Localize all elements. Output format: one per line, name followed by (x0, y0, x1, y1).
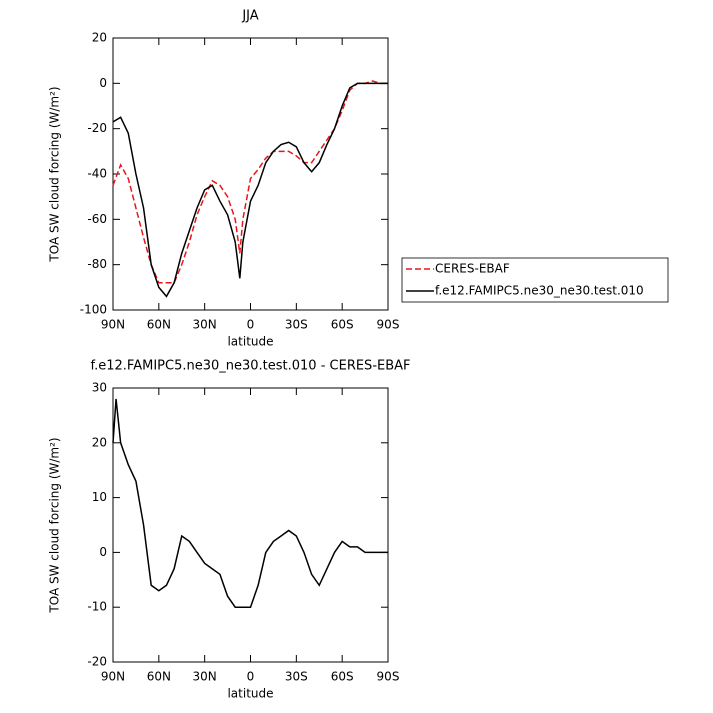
x-axis-label: latitude (227, 335, 273, 349)
y-tick-label: -100 (80, 303, 107, 317)
legend-label: CERES-EBAF (435, 262, 510, 276)
y-tick-label: -10 (87, 600, 107, 614)
y-axis-label: TOA SW cloud forcing (W/m²) (48, 86, 62, 262)
y-tick-label: 20 (92, 435, 107, 449)
x-tick-label: 30N (193, 670, 217, 684)
data-line (112, 80, 388, 284)
x-tick-label: 0 (247, 670, 255, 684)
x-tick-label: 90N (101, 670, 125, 684)
y-tick-label: 0 (99, 76, 107, 90)
y-tick-label: 20 (92, 31, 107, 45)
x-tick-label: 60N (147, 318, 171, 332)
y-tick-label: -20 (87, 655, 107, 669)
x-tick-label: 90N (101, 318, 125, 332)
y-tick-label: 10 (92, 490, 107, 504)
x-tick-label: 90S (377, 318, 400, 332)
y-tick-label: 30 (92, 381, 107, 395)
y-tick-label: -20 (87, 121, 107, 135)
y-tick-label: -40 (87, 167, 107, 181)
x-tick-label: 30S (285, 318, 308, 332)
x-tick-label: 30S (285, 670, 308, 684)
chart-title: f.e12.FAMIPC5.ne30_ne30.test.010 - CERES… (90, 359, 410, 374)
y-axis-label: TOA SW cloud forcing (W/m²) (48, 437, 62, 613)
x-tick-label: 60S (331, 318, 354, 332)
plot-frame (112, 37, 389, 311)
legend-box (401, 257, 669, 303)
y-tick-label: -80 (87, 257, 107, 271)
x-tick-label: 0 (247, 318, 255, 332)
chart-title: JJA (241, 9, 258, 24)
y-tick-label: 0 (99, 545, 107, 559)
x-axis-label: latitude (227, 687, 273, 701)
legend-label: f.e12.FAMIPC5.ne30_ne30.test.010 (435, 284, 644, 298)
x-tick-label: 30N (193, 318, 217, 332)
data-line (112, 398, 388, 608)
y-tick-label: -60 (87, 212, 107, 226)
x-tick-label: 90S (377, 670, 400, 684)
plot-frame (112, 387, 389, 663)
data-line (112, 82, 388, 298)
x-tick-label: 60N (147, 670, 171, 684)
x-tick-label: 60S (331, 670, 354, 684)
